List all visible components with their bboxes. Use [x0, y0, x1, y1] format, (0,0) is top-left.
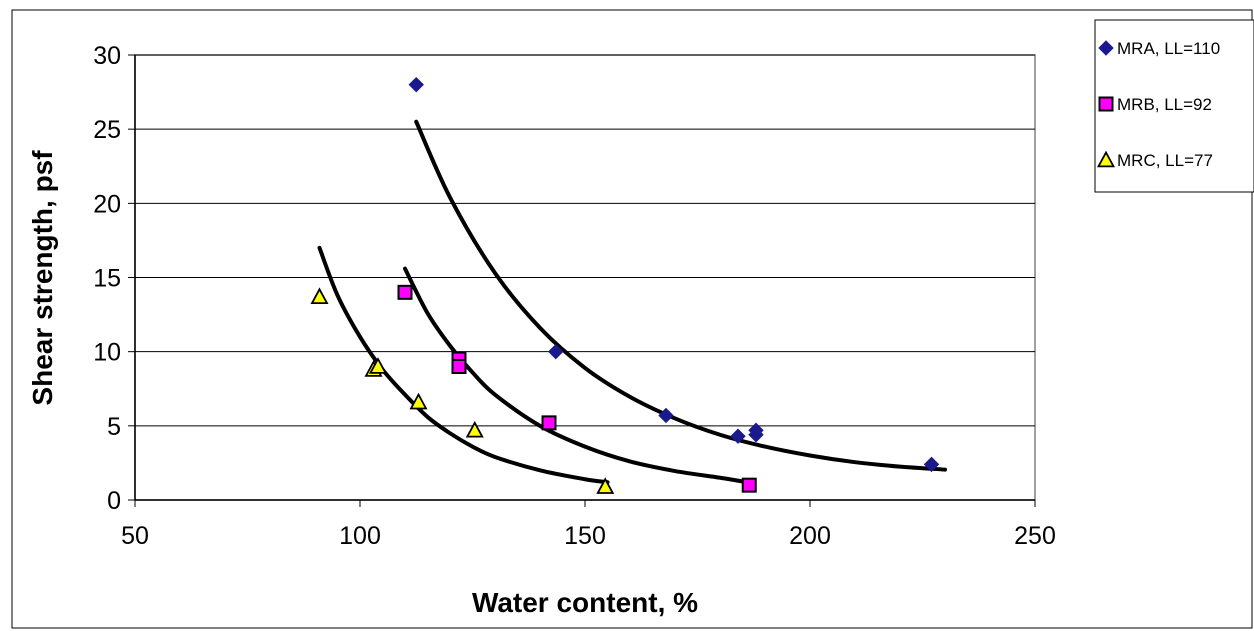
data-markers — [310, 76, 940, 494]
gridlines — [135, 54, 1035, 427]
data-point-square — [397, 284, 413, 300]
axes: 0 5 10 15 20 25 30 50 100 150 200 250 — [93, 42, 1056, 550]
data-point-square — [541, 415, 557, 431]
data-point-triangle — [596, 477, 615, 494]
data-point-triangle — [465, 420, 484, 438]
y-tick-label: 5 — [107, 413, 121, 441]
data-point-diamond — [408, 76, 424, 93]
data-point-triangle — [409, 392, 428, 410]
legend-marker-square — [1098, 96, 1114, 112]
x-tick-label: 50 — [121, 522, 149, 550]
y-tick-label: 15 — [93, 265, 121, 293]
data-point-diamond — [658, 407, 674, 424]
legend-label: MRB, LL=92 — [1117, 95, 1212, 114]
data-point-diamond — [923, 456, 940, 473]
legend-box — [1094, 19, 1254, 193]
data-point-square — [451, 359, 467, 374]
y-tick-label: 30 — [93, 42, 121, 70]
y-axis-title: Shear strength, psf — [27, 150, 58, 406]
x-tick-label: 150 — [564, 522, 606, 550]
y-tick-label: 0 — [107, 487, 121, 515]
legend-marker-diamond — [1098, 40, 1114, 56]
data-point-diamond — [748, 422, 764, 438]
x-tick-label: 250 — [1014, 522, 1056, 550]
legend-marker-triangle — [1096, 150, 1116, 168]
data-point-triangle — [368, 357, 388, 374]
x-tick-label: 200 — [789, 522, 831, 550]
data-point-triangle — [310, 287, 329, 305]
legend: MRA, LL=110 MRB, LL=92 MRC, LL=77 — [1094, 19, 1254, 193]
data-point-diamond — [730, 428, 746, 444]
x-tick-label: 100 — [339, 522, 381, 550]
data-point-square — [741, 477, 757, 493]
y-tick-label: 25 — [93, 116, 121, 144]
legend-label: MRC, LL=77 — [1117, 151, 1213, 170]
data-point-diamond — [548, 343, 564, 360]
trendline-square — [403, 266, 754, 485]
y-tick-label: 20 — [93, 190, 121, 218]
y-tick-label: 10 — [93, 339, 121, 367]
x-axis-title: Water content, % — [472, 587, 698, 618]
trendline-triangle — [317, 245, 610, 485]
legend-label: MRA, LL=110 — [1117, 39, 1220, 58]
